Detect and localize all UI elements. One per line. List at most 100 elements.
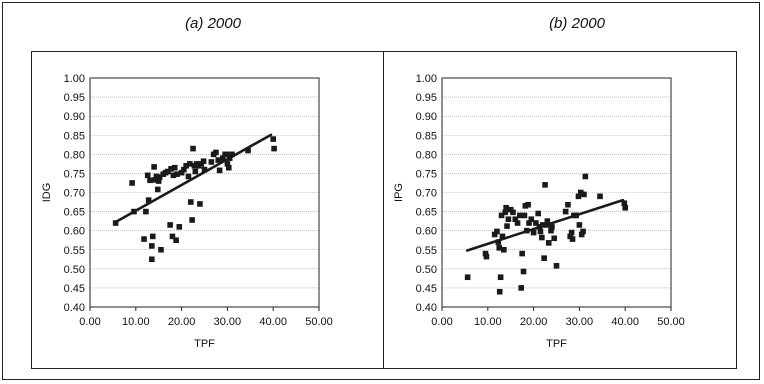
chart-b-ytick-label: 0.65 [416,207,437,219]
chart-b-xlabel: TPF [546,338,567,350]
chart-a-svg: 0.40 0.45 0.50 0.55 0.60 0.65 0.70 0.75 0.80 0.85… [41,73,333,350]
chart-b-data-point [496,288,503,295]
chart-b-ytick-label: 0.60 [416,226,437,238]
chart-a-ytick-label: 0.80 [64,149,85,161]
chart-a-ytick-label: 0.85 [64,130,85,142]
chart-a-data-point [149,233,156,240]
chart-a-xtick-label: 40.00 [259,316,287,328]
chart-b-data-point [501,246,507,253]
chart-a-ytick-label: 0.55 [64,245,85,257]
chart-b-data-point [503,204,509,211]
chart-b-ytick-label: 0.50 [416,264,437,276]
chart-b-data-point [541,255,547,261]
chart-a-xtick-label: 0.00 [79,316,100,328]
chart-b-ytick-label: 0.40 [416,302,437,314]
chart-a-data-point [151,164,157,170]
chart-a-ytick-label: 0.60 [64,226,85,238]
chart-b-data-point [597,193,603,200]
chart-a-ytick-label: 0.70 [64,188,85,200]
chart-b-title: (b) 2000 [549,15,605,32]
chart-a-data-point [270,136,276,142]
chart-a-data-point [176,224,183,230]
chart-b-ylabel: IPG [393,183,405,202]
chart-a-data-point [271,145,277,152]
chart-b-data-point [569,236,576,242]
chart-a-xtick-label: 30.00 [214,316,242,328]
chart-b-xtick-label: 0.00 [431,316,452,328]
chart-b-data-point [512,216,519,223]
chart-b-data-point [533,220,539,226]
chart-a-data-point [158,246,164,253]
chart-a-data-point [144,172,151,179]
chart-b-data-point [491,231,498,238]
chart-a-ytick-label: 0.40 [64,302,85,314]
chart-a-ytick-label: 0.90 [64,111,85,123]
chart-a-data-point [185,173,192,180]
chart-a-data-point [190,145,196,152]
chart-a-data-point [153,173,160,180]
chart-b-data-point [530,229,537,236]
chart-a-data-point [181,166,187,173]
chart-b-data-point [499,233,506,240]
chart-b-ytick-label: 0.90 [416,111,437,123]
chart-b-data-point [505,216,512,223]
chart-a-ytick-label: 0.45 [64,283,85,295]
chart-a-data-point [192,168,199,175]
chart-a-xtick-label: 50.00 [305,316,333,328]
chart-b-data-point [494,228,500,235]
chart-a-data-point [187,161,193,167]
chart-b-data-point [498,212,505,219]
chart-b-data-point [520,268,527,275]
chart-a-data-point [167,222,173,228]
chart-b-data-point [548,227,554,234]
chart-a-data-point [223,151,230,158]
chart-b-data-point [526,220,532,226]
chart-b-data-point [578,231,585,238]
chart-a-data-point [178,169,185,176]
chart-b-data-point [482,250,489,257]
chart-a-data-point [149,243,155,249]
chart-b-data-point [549,224,555,230]
chart-b-ytick-label: 0.55 [416,245,437,257]
chart-a-ytick-label: 1.00 [64,73,85,85]
chart-a-data-point [173,237,179,244]
chart-a-data-point [152,177,158,183]
chart-a-data-point [165,168,171,175]
chart-a-data-point [245,147,251,154]
chart-b-data-point [535,210,541,217]
chart-b-xtick-label: 50.00 [657,316,685,328]
chart-a-data-point [129,180,135,186]
chart-a-xtick-label: 10.00 [122,316,150,328]
chart-a-data-point [197,201,203,207]
chart-b-data-point [568,229,575,236]
chart-a-data-point [225,164,232,171]
chart-a-data-point [143,208,149,215]
chart-b-data-point [525,201,531,208]
chart-b-ytick-label: 0.80 [416,149,437,161]
chart-b-data-point [510,209,516,216]
chart-a-data-point [156,174,163,181]
chart-a-ytick-label: 0.75 [64,168,85,180]
chart-b-data-point [517,212,523,219]
chart-b-data-point [580,228,586,235]
chart-a-ytick-label: 0.65 [64,207,85,219]
chart-a-data-point [215,157,222,163]
chart-a-data-point [229,151,235,158]
chart-a-xlabel: TPF [194,338,215,350]
chart-a-data-point [201,166,208,173]
chart-b-data-point [581,191,587,198]
chart-a-plot-area [89,77,320,308]
chart-a-title: (a) 2000 [185,15,241,32]
chart-b-ytick-label: 0.70 [416,188,437,200]
chart-a-data-point [208,159,215,165]
chart-a-xtick-label: 20.00 [168,316,196,328]
chart-b-xtick-label: 10.00 [474,316,502,328]
chart-b-data-point [528,216,535,223]
chart-b-data-point [514,220,521,226]
chart-a-ytick-label: 0.50 [64,264,85,276]
figure: (a) 2000 (b) 2000 0.40 0.45 0.50 0.55 0.60 0.… [2,2,760,380]
chart-a-data-point [147,177,153,184]
chart-b-data-point [582,173,589,180]
chart-b-data-point [551,235,558,242]
chart-b-data-point [621,200,628,206]
